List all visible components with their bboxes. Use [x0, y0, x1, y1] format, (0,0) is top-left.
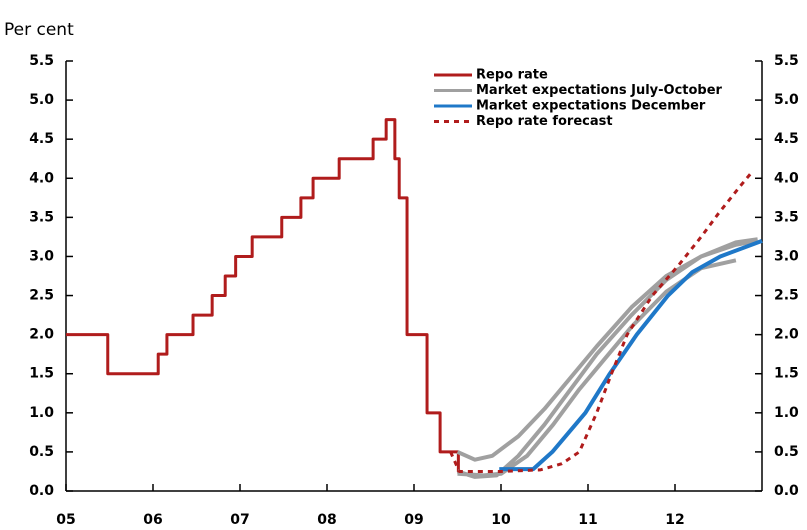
legend-label: Market expectations December	[476, 99, 706, 114]
y-tick-label: 2.5	[29, 288, 54, 304]
y-tick-label: 5.5	[774, 53, 799, 69]
x-tick-label: 05	[56, 512, 75, 528]
y-axis-label: Per cent	[4, 20, 74, 40]
y-tick-label: 2.5	[774, 288, 799, 304]
y-tick-label: 1.5	[774, 366, 799, 382]
line-series	[456, 237, 759, 479]
y-tick-label: 4.0	[774, 170, 799, 186]
y-tick-label: 2.0	[29, 327, 54, 343]
legend-label: Repo rate	[476, 68, 548, 83]
legend-label: Repo rate forecast	[476, 114, 613, 129]
y-tick-label: 3.0	[774, 248, 799, 264]
y-tick-label: 5.5	[29, 53, 54, 69]
line-series	[499, 238, 763, 472]
x-tick-label: 12	[665, 512, 684, 528]
y-tick-label: 0.5	[774, 444, 799, 460]
y-tick-label: 2.0	[774, 327, 799, 343]
y-tick-label: 1.0	[29, 405, 54, 421]
y-tick-label: 3.5	[29, 209, 54, 225]
y-tick-label: 4.0	[29, 170, 54, 186]
x-tick-label: 06	[143, 512, 162, 528]
y-tick-label: 1.5	[29, 366, 54, 382]
y-tick-label: 0.0	[774, 483, 799, 499]
line-series	[449, 169, 755, 473]
y-tick-label: 3.0	[29, 248, 54, 264]
y-tick-label: 4.5	[774, 131, 799, 147]
y-tick-label: 3.5	[774, 209, 799, 225]
legend-label: Market expectations July-October	[476, 83, 723, 98]
x-tick-label: 11	[578, 512, 597, 528]
y-tick-label: 1.0	[774, 405, 799, 421]
y-tick-label: 4.5	[29, 131, 54, 147]
y-tick-label: 5.0	[774, 92, 799, 108]
x-tick-label: 08	[317, 512, 336, 528]
x-tick-label: 10	[491, 512, 511, 528]
x-tick-label: 09	[404, 512, 423, 528]
line-series	[66, 118, 462, 473]
y-tick-label: 0.5	[29, 444, 54, 460]
y-tick-label: 0.0	[29, 483, 54, 499]
y-tick-label: 5.0	[29, 92, 54, 108]
x-tick-label: 07	[230, 512, 249, 528]
